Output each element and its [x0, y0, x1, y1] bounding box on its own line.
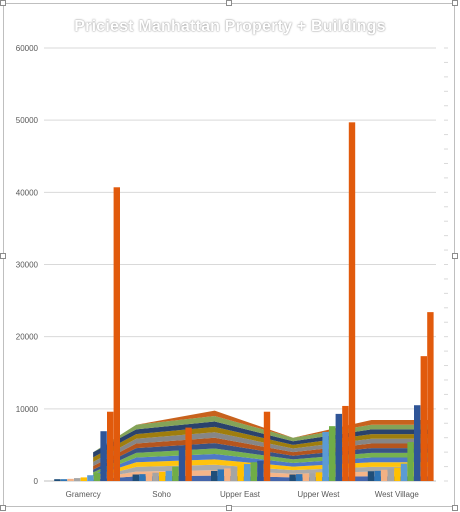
x-tick-label: Upper West — [297, 490, 340, 499]
bar — [224, 468, 231, 481]
bar — [387, 468, 394, 481]
bar — [309, 473, 316, 481]
bar — [139, 474, 146, 481]
y-tick-label: 50000 — [16, 116, 39, 125]
bar — [145, 473, 153, 481]
bar — [315, 472, 323, 481]
bar — [54, 479, 61, 481]
bar — [244, 464, 251, 481]
bar — [348, 122, 356, 481]
x-tick-label: West Village — [375, 490, 420, 499]
axes: 0 10000 20000 30000 40000 50000 60000 Gramercy S… — [16, 44, 420, 499]
chart-plot: 0 10000 20000 30000 40000 50000 60000 Gramercy S… — [16, 44, 448, 499]
chart-frame[interactable]: 0 10000 20000 30000 40000 50000 60000 Gramercy S… — [3, 3, 455, 507]
bar — [152, 472, 159, 481]
area-band — [93, 443, 431, 473]
y-tick-label: 60000 — [16, 44, 39, 53]
bar — [172, 466, 179, 481]
bar — [342, 405, 349, 481]
bar — [107, 411, 114, 481]
area-band — [93, 416, 431, 453]
bar — [60, 479, 68, 481]
bar — [420, 356, 427, 481]
bar — [80, 477, 87, 481]
resize-handle-middle-left[interactable] — [0, 253, 6, 259]
bar — [381, 469, 388, 481]
x-tick-label: Gramercy — [66, 490, 101, 499]
bar — [296, 474, 303, 481]
y-tick-label: 0 — [34, 477, 39, 486]
bar — [211, 470, 218, 481]
bar — [289, 474, 296, 481]
resize-handle-top-left[interactable] — [0, 0, 6, 6]
bar — [414, 405, 421, 481]
bar — [250, 462, 257, 481]
chart-title: Priciest Manhattan Property + Buildings — [74, 18, 386, 35]
gridlines — [44, 47, 448, 482]
bar — [400, 463, 408, 481]
bar — [394, 467, 401, 481]
bar — [100, 431, 107, 481]
bar — [217, 469, 224, 481]
bar — [407, 442, 414, 481]
bar — [302, 473, 309, 481]
bar — [132, 474, 139, 481]
bar — [185, 427, 192, 481]
bar — [159, 471, 166, 481]
x-tick-label: Upper East — [220, 490, 261, 499]
y-tick-label: 30000 — [16, 261, 39, 270]
bar — [335, 413, 342, 481]
bar — [113, 187, 120, 481]
resize-handle-top-center[interactable] — [226, 0, 232, 6]
bar — [237, 465, 244, 481]
resize-handle-middle-right[interactable] — [452, 253, 458, 259]
resize-handle-bottom-left[interactable] — [0, 505, 6, 511]
y-tick-label: 20000 — [16, 333, 39, 342]
bar — [74, 478, 81, 481]
resize-handle-bottom-center[interactable] — [226, 505, 232, 511]
bar — [322, 431, 329, 481]
bar — [263, 411, 271, 481]
bar — [178, 447, 186, 481]
bar — [367, 471, 375, 481]
bar — [67, 478, 74, 481]
bar — [427, 312, 434, 481]
bars — [54, 122, 434, 481]
bar — [257, 460, 264, 481]
y-tick-label: 10000 — [16, 405, 39, 414]
resize-handle-top-right[interactable] — [452, 0, 458, 6]
bar — [87, 475, 94, 481]
bar — [93, 473, 101, 481]
y-tick-label: 40000 — [16, 188, 39, 197]
x-tick-label: Soho — [152, 490, 171, 499]
bar — [230, 466, 238, 481]
resize-handle-bottom-right[interactable] — [452, 505, 458, 511]
bar — [374, 470, 381, 481]
bar — [329, 426, 336, 481]
bar — [165, 470, 172, 481]
